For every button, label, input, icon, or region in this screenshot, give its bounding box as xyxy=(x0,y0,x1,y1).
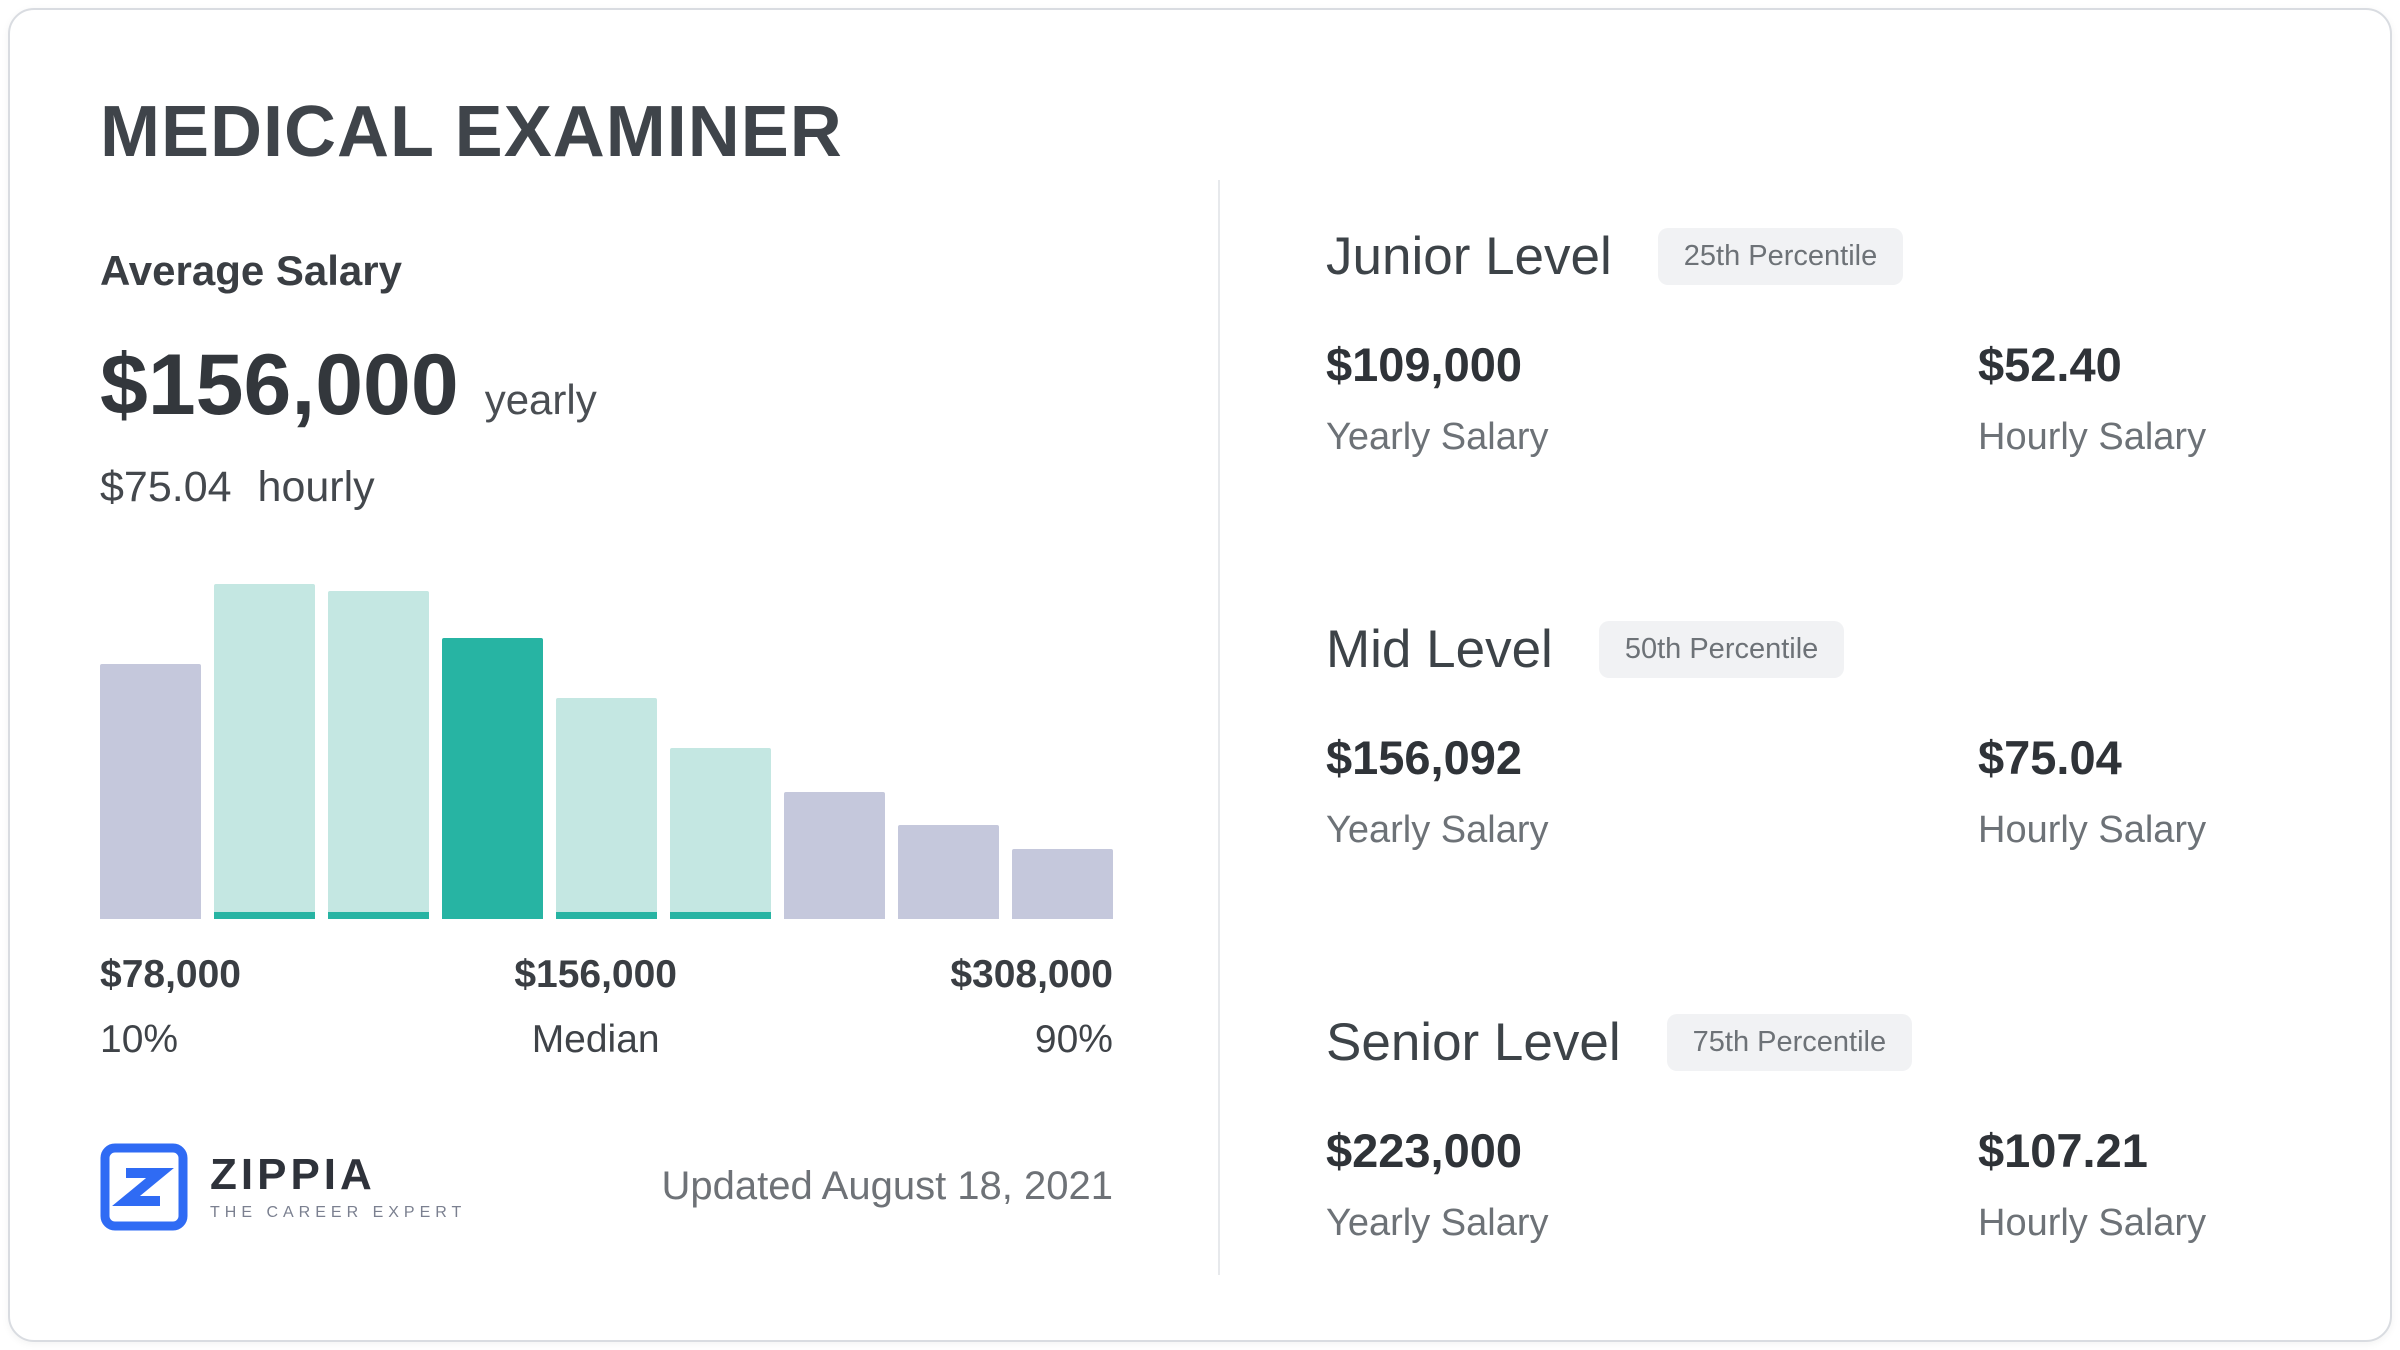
hourly-salary-row: $75.04 hourly xyxy=(100,462,1130,514)
histogram-bar xyxy=(556,697,657,919)
histogram-bar xyxy=(784,791,885,919)
histogram-bar xyxy=(442,637,543,919)
salary-histogram-bars xyxy=(100,583,1113,919)
level-section-senior: Senior Level 75th Percentile $223,000 Ye… xyxy=(1326,1014,2286,1242)
zippia-logo: ZIPPIA THE CAREER EXPERT xyxy=(100,1143,466,1231)
yearly-salary-value: $156,000 xyxy=(100,337,459,434)
annotation-median-label: Median xyxy=(531,1017,660,1061)
hourly-salary-block: $107.21 Hourly Salary xyxy=(1978,1127,2206,1242)
average-salary-label: Average Salary xyxy=(100,247,402,294)
vertical-divider xyxy=(1218,180,1220,1275)
yearly-salary-block: $156,092 Yearly Salary xyxy=(1326,734,1978,849)
yearly-salary-block: $223,000 Yearly Salary xyxy=(1326,1127,1978,1242)
histogram-bar xyxy=(670,747,771,919)
yearly-salary-block: $109,000 Yearly Salary xyxy=(1326,341,1978,456)
percentile-badge: 75th Percentile xyxy=(1666,1014,1913,1071)
level-section-junior: Junior Level 25th Percentile $109,000 Ye… xyxy=(1326,228,2286,456)
zippia-brand-name: ZIPPIA xyxy=(210,1149,376,1199)
histogram-bar xyxy=(898,824,999,919)
hourly-salary-caption: Hourly Salary xyxy=(1978,1202,2207,1244)
level-name: Mid Level xyxy=(1326,620,1553,679)
updated-date: Updated August 18, 2021 xyxy=(661,1164,1113,1209)
footer-row: ZIPPIA THE CAREER EXPERT Updated August … xyxy=(100,1143,1113,1231)
hourly-salary-amount: $75.04 xyxy=(1978,731,2122,784)
annotation-p10: $78,000 10% xyxy=(100,955,241,1059)
annotation-median: $156,000 Median xyxy=(514,955,677,1059)
percentile-badge: 25th Percentile xyxy=(1657,228,1904,285)
hourly-salary-unit: hourly xyxy=(257,463,375,512)
yearly-salary-amount: $223,000 xyxy=(1326,1124,1523,1177)
annotation-p10-value: $78,000 xyxy=(100,952,241,996)
hourly-salary-value: $75.04 xyxy=(100,463,232,512)
annotation-p10-label: 10% xyxy=(100,1017,179,1061)
hourly-salary-caption: Hourly Salary xyxy=(1978,809,2207,851)
annotation-p90-value: $308,000 xyxy=(950,952,1113,996)
yearly-salary-amount: $156,092 xyxy=(1326,731,1523,784)
summary-panel: MEDICAL EXAMINER Average Salary $156,000… xyxy=(100,10,1130,1231)
histogram-bar xyxy=(100,663,201,919)
annotation-p90-label: 90% xyxy=(1034,1017,1113,1061)
yearly-salary-unit: yearly xyxy=(484,376,597,424)
hourly-salary-amount: $107.21 xyxy=(1978,1124,2148,1177)
level-name: Senior Level xyxy=(1326,1013,1621,1072)
level-values: $156,092 Yearly Salary $75.04 Hourly Sal… xyxy=(1326,734,2286,849)
histogram-bar xyxy=(214,583,315,919)
level-header: Junior Level 25th Percentile xyxy=(1326,228,2286,285)
hourly-salary-caption: Hourly Salary xyxy=(1978,416,2207,458)
yearly-salary-caption: Yearly Salary xyxy=(1326,809,1549,851)
level-values: $223,000 Yearly Salary $107.21 Hourly Sa… xyxy=(1326,1127,2286,1242)
yearly-salary-row: $156,000 yearly xyxy=(100,342,1130,428)
hourly-salary-block: $75.04 Hourly Salary xyxy=(1978,734,2206,849)
yearly-salary-caption: Yearly Salary xyxy=(1326,416,1549,458)
level-header: Senior Level 75th Percentile xyxy=(1326,1014,2286,1071)
annotation-median-value: $156,000 xyxy=(514,952,677,996)
level-header: Mid Level 50th Percentile xyxy=(1326,621,2286,678)
yearly-salary-caption: Yearly Salary xyxy=(1326,1202,1549,1244)
percentile-badge: 50th Percentile xyxy=(1598,621,1845,678)
zippia-logo-icon xyxy=(100,1143,188,1231)
zippia-logo-text: ZIPPIA THE CAREER EXPERT xyxy=(210,1149,467,1221)
hourly-salary-amount: $52.40 xyxy=(1978,338,2122,391)
histogram-axis-annotations: $78,000 10% $156,000 Median $308,000 90% xyxy=(100,955,1113,1059)
hourly-salary-block: $52.40 Hourly Salary xyxy=(1978,341,2206,456)
yearly-salary-amount: $109,000 xyxy=(1326,338,1523,391)
salary-histogram: $78,000 10% $156,000 Median $308,000 90% xyxy=(100,583,1113,1059)
salary-card: MEDICAL EXAMINER Average Salary $156,000… xyxy=(8,8,2392,1342)
page-title: MEDICAL EXAMINER xyxy=(100,92,843,172)
histogram-bar xyxy=(1012,848,1113,919)
levels-panel: Junior Level 25th Percentile $109,000 Ye… xyxy=(1326,10,2286,1242)
level-section-mid: Mid Level 50th Percentile $156,092 Yearl… xyxy=(1326,621,2286,849)
level-values: $109,000 Yearly Salary $52.40 Hourly Sal… xyxy=(1326,341,2286,456)
zippia-tagline: THE CAREER EXPERT xyxy=(210,1203,467,1221)
histogram-bar xyxy=(328,590,429,919)
annotation-p90: $308,000 90% xyxy=(950,955,1113,1059)
level-name: Junior Level xyxy=(1326,227,1612,286)
